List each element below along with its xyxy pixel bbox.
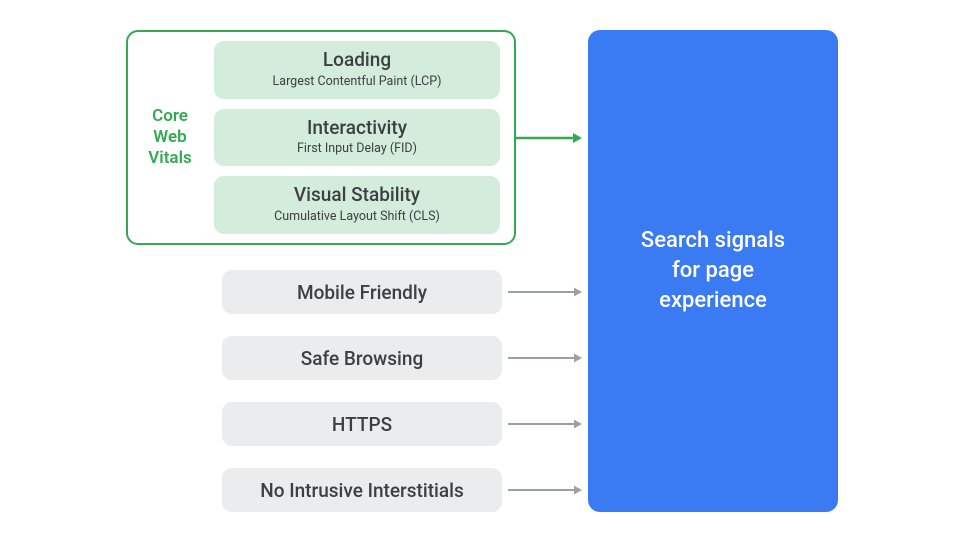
arrow-icon — [0, 0, 960, 540]
diagram-stage: CoreWebVitalsLoadingLargest Contentful P… — [0, 0, 960, 540]
